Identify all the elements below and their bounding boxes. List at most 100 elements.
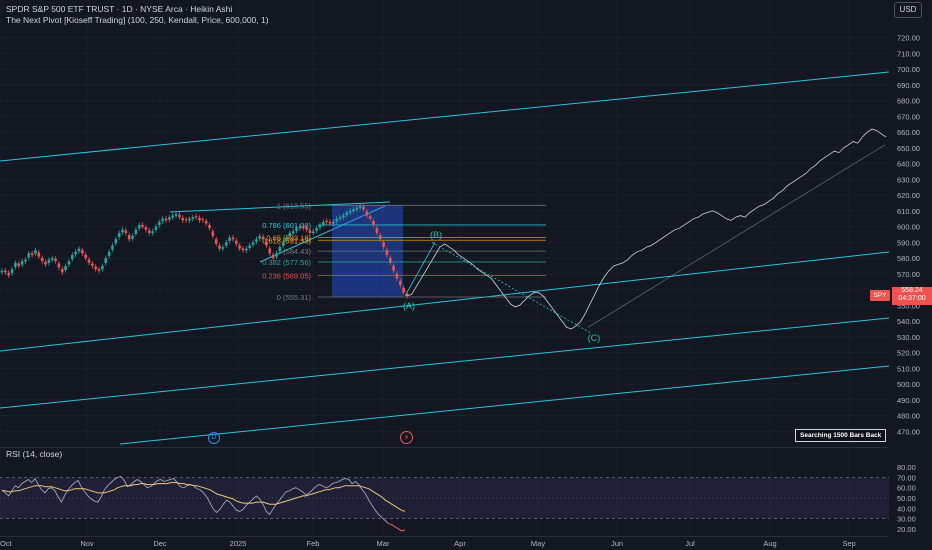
last-price: 558.24 [901,287,923,294]
candle-body [402,287,405,293]
candle-body [382,242,385,248]
candle-body [245,248,248,251]
candle-body [181,217,185,221]
candle-body [174,214,178,216]
channel-line [119,365,890,445]
candle-body [248,245,251,249]
candle-body [268,248,272,254]
price-tick-label: 630.00 [897,175,920,184]
projection-line [406,128,887,330]
price-tick-label: 490.00 [897,396,920,405]
candle-body [161,218,164,222]
candle-body [372,220,375,226]
price-axis-bg [889,0,932,550]
chart-title: SPDR S&P 500 ETF TRUST · 1D · NYSE Arca … [6,4,233,14]
candle-body [275,253,278,257]
rsi-title: RSI (14, close) [6,449,63,459]
channel-line [0,251,890,352]
candle-body [171,215,175,218]
rsi-tick-label: 80.00 [897,463,916,472]
dividend-marker[interactable]: D [208,432,220,444]
rsi-tick-label: 20.00 [897,525,916,534]
candle-body [10,269,14,274]
candle-body [27,253,31,258]
candle-body [184,219,188,221]
candle-body [168,217,171,220]
lightning-icon[interactable]: ⚡ [400,431,413,444]
time-tick-label: Apr [454,539,466,548]
candle-body [37,252,41,257]
candle-body [158,221,161,226]
candle-body [64,265,67,271]
time-tick-label: Nov [80,539,94,548]
price-tick-label: 470.00 [897,427,920,436]
candle-body [358,206,362,208]
candle-body [164,218,168,221]
last-price-tag: 558.24 04:37:00 [892,287,932,305]
candle-body [60,268,64,273]
candle-body [218,245,221,249]
time-tick-label: Oct [0,539,13,548]
candle-body [322,221,325,225]
candle-body [77,248,81,252]
indicator-label: The Next Pivot [Kioseff Trading] (100, 2… [6,15,269,25]
wave-label: (C) [588,333,601,343]
candle-body [378,235,382,240]
candle-body [271,254,275,259]
currency-button[interactable]: USD [894,2,922,18]
candle-body [395,273,399,279]
time-tick-label: Aug [763,539,776,548]
candle-body [121,229,124,233]
price-tick-label: 500.00 [897,380,920,389]
candle-body [228,237,231,241]
price-tick-label: 670.00 [897,112,920,121]
wave-guide-line [404,242,436,297]
price-tick-label: 710.00 [897,49,920,58]
trend-line [169,201,391,213]
candle-body [352,209,355,212]
candle-body [147,230,151,233]
candle-body [405,293,409,296]
time-tick-label: Jul [685,539,695,548]
wave-label: (A) [403,301,415,311]
candle-body [261,236,265,240]
candle-body [375,228,379,233]
candle-body [151,231,154,234]
candle-body [348,210,352,213]
time-tick-label: Mar [377,539,390,548]
candle-body [251,242,255,245]
time-tick-label: May [531,539,545,548]
candle-body [127,235,131,240]
candle-body [144,227,148,230]
time-axis[interactable]: Oct Nov Dec 2025 Feb Mar Apr May Jun Jul Aug Sep [0,539,856,548]
rsi-tick-label: 50.00 [897,494,916,503]
candle-body [258,236,262,239]
candle-body [101,265,104,270]
candle-body [231,237,235,240]
fib-level-label: 0.236 (569.05) [262,271,311,280]
candle-body [338,217,342,219]
candle-body [342,215,345,218]
candles [0,203,409,299]
price-axis[interactable]: 470.00 480.00 490.00 500.00 510.00 520.00 530.… [889,0,932,550]
candle-body [365,211,369,216]
fib-level-label: 0.382 (577.56) [262,258,311,267]
candle-body [204,220,208,224]
candle-body [198,217,201,221]
search-status-badge: Searching 1500 Bars Back [795,429,887,442]
candle-body [17,263,21,266]
price-tick-label: 610.00 [897,207,920,216]
candle-body [221,247,225,249]
candle-body [34,250,37,254]
candle-body [104,258,108,263]
fib-level-label: 1 (613.55) [277,201,312,210]
candle-body [188,218,191,221]
price-tick-label: 570.00 [897,270,920,279]
time-tick-label: Dec [153,539,167,548]
trend-projection-line [587,144,886,328]
price-tick-label: 520.00 [897,349,920,358]
candle-body [399,280,402,285]
candle-body [124,230,128,233]
channel-line [0,71,890,162]
